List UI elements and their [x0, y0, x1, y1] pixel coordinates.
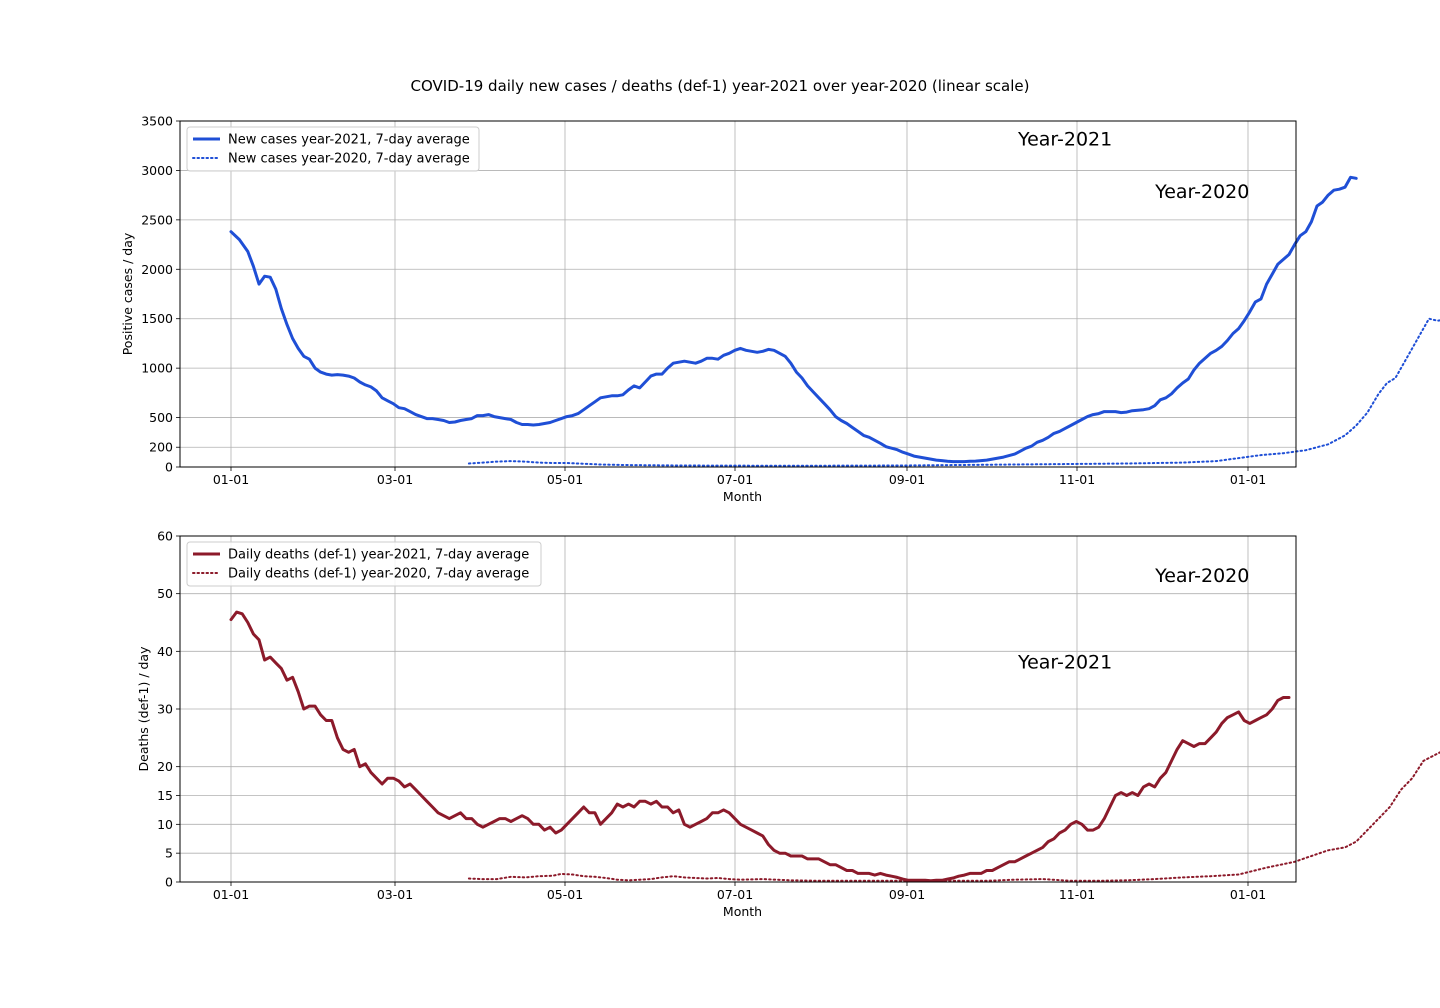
deaths-y-tick-label: 60 [157, 529, 173, 544]
deaths-chart: 01-01 03-01 05-01 07-01 09-01 11-01 01-01 0 5 10 1… [136, 529, 1440, 919]
deaths-x-tick-label: 03-01 [377, 887, 413, 902]
cases-y-tick-label: 1500 [141, 311, 173, 326]
cases-legend: New cases year-2021, 7-day average New ca… [186, 126, 480, 172]
deaths-y-tick-label: 20 [157, 759, 173, 774]
cases-plot-frame [179, 120, 1297, 468]
deaths-y-tick-label: 5 [165, 846, 173, 861]
cases-x-axis-label: Month [723, 489, 762, 504]
cases-x-tick-label: 01-01 [1230, 472, 1266, 487]
cases-y-tick-label: 1000 [141, 361, 173, 376]
deaths-x-tick-label: 05-01 [547, 887, 583, 902]
deaths-x-tick-label: 01-01 [1230, 887, 1266, 902]
deaths-y-tick-label: 10 [157, 817, 173, 832]
cases-annotation-year-2021: Year-2021 [1017, 129, 1112, 151]
deaths-x-tick-label: 09-01 [889, 887, 925, 902]
deaths-legend-box [186, 541, 542, 587]
deaths-series-2020-line [467, 751, 1440, 882]
figure-title: COVID-19 daily new cases / deaths (def-1… [410, 77, 1030, 95]
cases-chart: 01-01 03-01 05-01 07-01 09-01 11-01 01-01 0 200 5… [120, 114, 1440, 504]
deaths-legend-label: Daily deaths (def-1) year-2021, 7-day av… [228, 548, 529, 563]
cases-y-tick-label: 3500 [141, 114, 173, 129]
deaths-x-axis-label: Month [723, 904, 762, 919]
deaths-series-2021-line [229, 610, 1291, 883]
deaths-y-tick-label: 15 [157, 788, 173, 803]
cases-x-tick-label: 05-01 [547, 472, 583, 487]
deaths-y-tick-label: 0 [165, 875, 173, 890]
deaths-y-axis-label: Deaths (def-1) / day [136, 646, 151, 772]
deaths-x-tick-label: 11-01 [1059, 887, 1095, 902]
cases-y-axis-label: Positive cases / day [120, 232, 135, 355]
cases-y-tick-label: 3000 [141, 163, 173, 178]
cases-y-tick-label: 200 [149, 440, 173, 455]
cases-y-tick-label: 2500 [141, 212, 173, 227]
cases-series-2020-line [467, 317, 1440, 467]
cases-x-tick-label: 11-01 [1059, 472, 1095, 487]
deaths-plot-frame [179, 535, 1297, 883]
cases-x-tick-label: 03-01 [377, 472, 413, 487]
deaths-y-tick-label: 40 [157, 644, 173, 659]
deaths-y-tick-label: 50 [157, 586, 173, 601]
cases-legend-label: New cases year-2021, 7-day average [228, 133, 470, 148]
cases-y-tick-label: 2000 [141, 262, 173, 277]
deaths-x-tick-label: 07-01 [717, 887, 753, 902]
cases-legend-box [186, 126, 480, 172]
cases-legend-label: New cases year-2020, 7-day average [228, 152, 470, 167]
cases-series-2021-line [229, 175, 1358, 464]
cases-x-tick-label: 09-01 [889, 472, 925, 487]
deaths-annotation-year-2021: Year-2021 [1017, 652, 1112, 674]
cases-x-tick-label: 07-01 [717, 472, 753, 487]
deaths-legend: Daily deaths (def-1) year-2021, 7-day av… [186, 541, 542, 587]
deaths-y-tick-label: 30 [157, 702, 173, 717]
deaths-legend-label: Daily deaths (def-1) year-2020, 7-day av… [228, 567, 529, 582]
deaths-x-tick-label: 01-01 [213, 887, 249, 902]
cases-y-tick-label: 500 [149, 410, 173, 425]
cases-y-tick-label: 0 [165, 460, 173, 475]
cases-x-tick-label: 01-01 [213, 472, 249, 487]
cases-annotation-year-2020: Year-2020 [1154, 181, 1249, 203]
deaths-annotation-year-2020: Year-2020 [1154, 565, 1249, 587]
